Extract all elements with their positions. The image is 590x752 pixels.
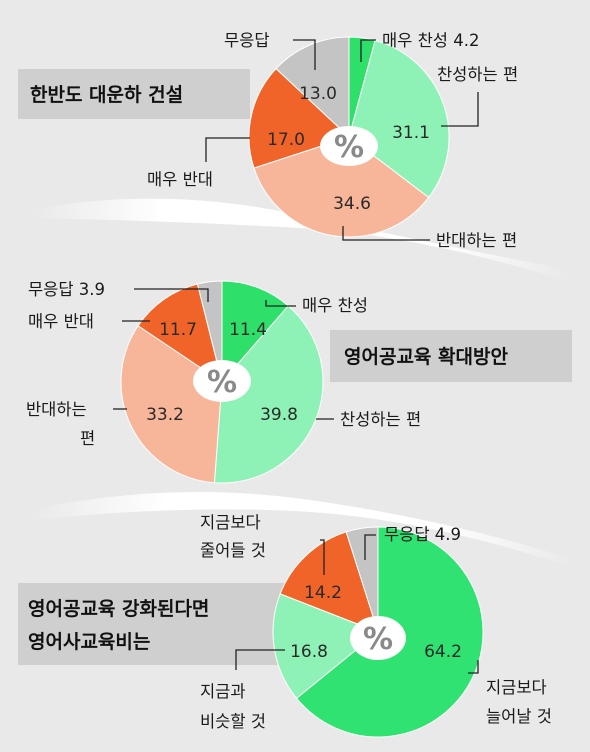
chart-2-center-hole <box>193 360 251 402</box>
chart-3-leader-increase <box>468 660 479 674</box>
chart-2-title: 영어공교육 확대방안 <box>344 345 508 368</box>
chart-2-label-no-answer: 무응답 3.9 <box>28 280 105 299</box>
chart-2-value-agree: 39.8 <box>260 405 298 425</box>
chart-3-percent-symbol: % <box>363 622 393 657</box>
chart-3-label-increase-line2: 늘어날 것 <box>486 707 552 726</box>
chart-2-slice-3 <box>120 325 223 484</box>
pie-chart-1: 한반도 대운하 건설 % 31.1 34.6 17.0 13.0 매우 찬성 4… <box>18 31 518 250</box>
chart-1-leader-strong-agree <box>360 39 376 62</box>
chart-3-value-increase: 64.2 <box>424 642 462 662</box>
chart-2-label-disagree-line2: 편 <box>80 429 95 448</box>
section-divider-2 <box>30 492 575 568</box>
chart-1-label-no-answer: 무응답 <box>224 31 270 50</box>
chart-3-title-line1: 영어공교육 강화된다면 <box>28 598 209 620</box>
chart-3-title-line2: 영어사교육비는 <box>28 631 150 653</box>
chart-1-center-hole <box>320 126 378 166</box>
chart-2-percent-symbol: % <box>207 365 237 400</box>
chart-3-slice-4 <box>345 526 379 633</box>
chart-3-slice-2 <box>272 593 379 699</box>
chart-1-slice-5 <box>275 36 350 139</box>
chart-1-label-disagree: 반대하는 편 <box>436 231 517 250</box>
chart-2-label-strong-disagree: 매우 반대 <box>28 312 94 331</box>
chart-3-label-same-line2: 비슷할 것 <box>200 712 266 731</box>
chart-3-center-hole <box>350 616 406 660</box>
chart-1-leader-no-answer <box>293 39 316 70</box>
chart-3-label-decrease-line1: 지금보다 <box>200 513 261 532</box>
chart-1-leader-disagree <box>342 226 430 241</box>
chart-2-label-disagree-line1: 반대하는 <box>26 400 87 419</box>
chart-3-label-same-line1: 지금과 <box>200 682 246 701</box>
chart-2-title-box <box>330 330 572 382</box>
chart-3-label-decrease-line2: 줄어들 것 <box>200 541 266 560</box>
chart-1-percent-symbol: % <box>334 130 364 165</box>
chart-2-slice-2 <box>213 305 324 484</box>
chart-1-value-agree: 31.1 <box>392 123 430 143</box>
chart-2-slice-4 <box>137 283 223 384</box>
chart-3-title-box <box>18 583 300 665</box>
chart-2-leader-no-answer <box>134 288 209 302</box>
chart-3-slice-3 <box>279 531 379 633</box>
pie-chart-2: 영어공교육 확대방안 % 11.4 39.8 33.2 11.7 매우 찬성 찬… <box>26 280 572 484</box>
chart-1-slice-2 <box>348 39 450 199</box>
chart-1-leader-agree <box>441 92 479 127</box>
chart-1-label-strong-agree: 매우 찬성 4.2 <box>382 31 479 50</box>
chart-3-leader-decrease <box>320 539 325 575</box>
chart-1-value-strong-disagree: 17.0 <box>267 130 305 150</box>
chart-2-value-strong-agree: 11.4 <box>229 320 267 340</box>
chart-3-label-no-answer: 무응답 4.9 <box>384 525 461 544</box>
chart-1-leader-strong-disagree <box>205 137 250 162</box>
chart-1-title-box <box>18 69 250 119</box>
chart-2-slice-5 <box>196 280 223 383</box>
chart-3-value-decrease: 14.2 <box>304 583 342 603</box>
section-divider-1 <box>30 198 570 282</box>
chart-3-value-same: 16.8 <box>290 642 328 662</box>
chart-3-leader-same <box>235 649 285 670</box>
chart-2-value-disagree: 33.2 <box>146 405 184 425</box>
chart-1-label-strong-disagree: 매우 반대 <box>147 170 213 189</box>
chart-3-label-increase-line1: 지금보다 <box>486 678 547 697</box>
chart-2-label-agree: 찬성하는 편 <box>340 410 421 429</box>
chart-1-label-agree: 찬성하는 편 <box>437 65 518 84</box>
chart-1-title: 한반도 대운하 건설 <box>30 84 183 106</box>
chart-1-slice-3 <box>253 136 430 238</box>
chart-2-value-strong-disagree: 11.7 <box>159 320 197 340</box>
chart-2-label-strong-agree: 매우 찬성 <box>302 296 368 315</box>
chart-3-leader-no-answer <box>364 534 376 560</box>
chart-1-value-no-answer: 13.0 <box>299 84 337 104</box>
chart-3-slices <box>272 526 484 738</box>
pie-chart-3: 영어공교육 강화된다면 영어사교육비는 % 64.2 16.8 14.2 지금보… <box>18 513 552 738</box>
chart-2-leader-strong-agree <box>265 300 296 307</box>
chart-1-value-disagree: 34.6 <box>333 194 371 214</box>
